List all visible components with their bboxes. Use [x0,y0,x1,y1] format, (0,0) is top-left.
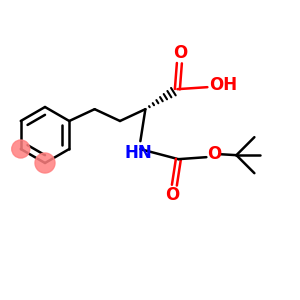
Circle shape [12,140,30,158]
Text: OH: OH [209,76,237,94]
Text: HN: HN [124,144,152,162]
Text: O: O [165,186,179,204]
Circle shape [35,153,55,173]
Text: O: O [207,145,221,163]
Text: O: O [173,44,188,62]
